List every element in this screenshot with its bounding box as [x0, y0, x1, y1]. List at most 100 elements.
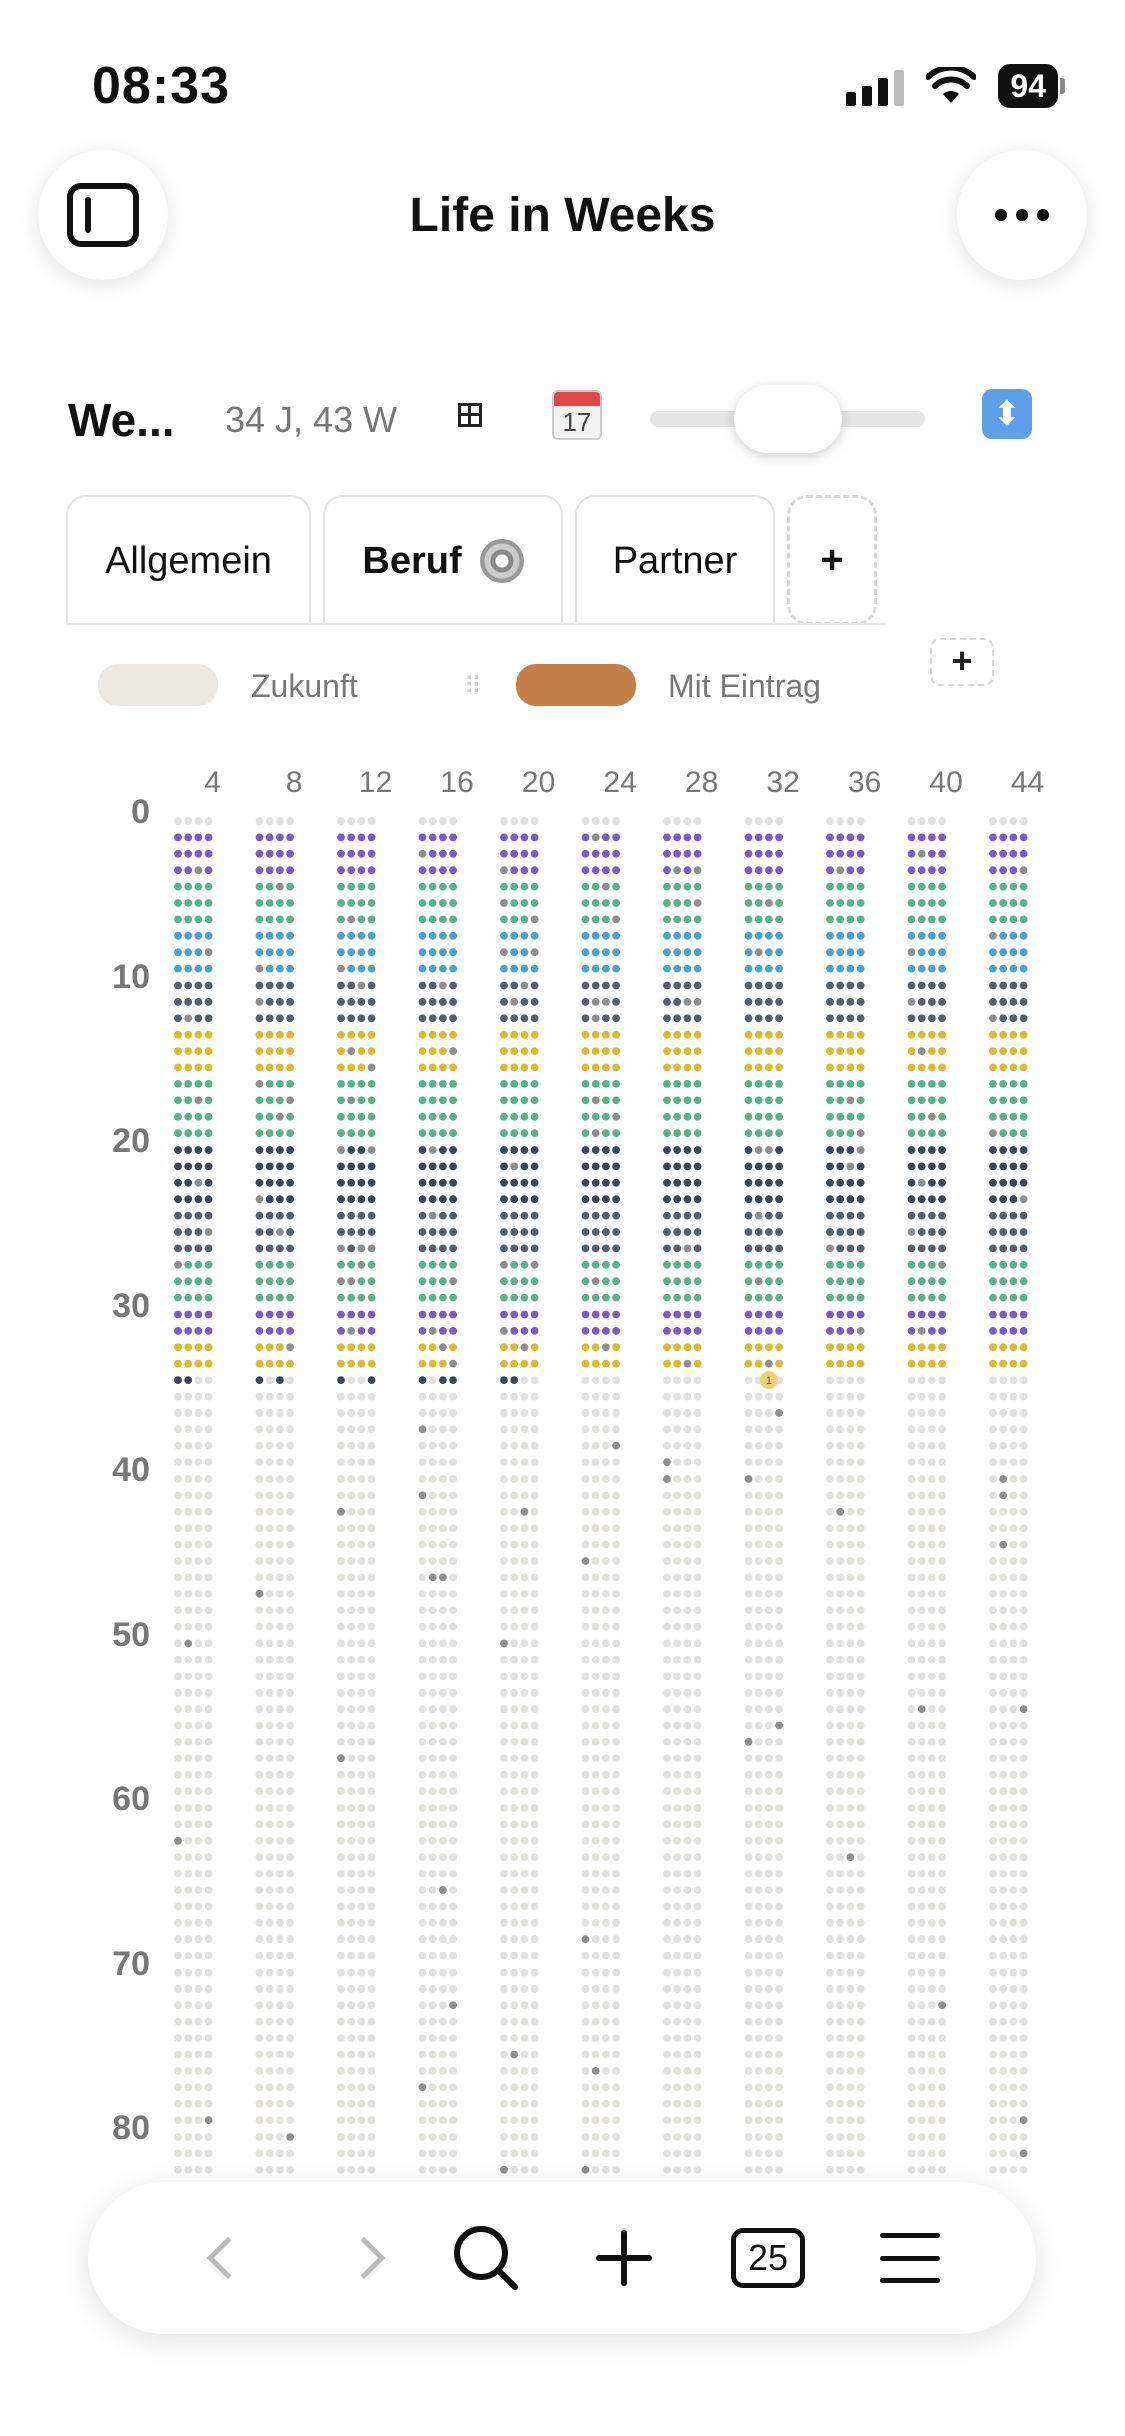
week-dot[interactable] [439, 948, 447, 957]
week-dot[interactable] [276, 1968, 284, 1977]
week-dot[interactable] [754, 1146, 763, 1154]
week-dot[interactable] [999, 1524, 1008, 1533]
week-dot[interactable] [500, 1425, 508, 1434]
week-dot[interactable] [938, 1244, 946, 1253]
week-dot[interactable] [510, 1293, 519, 1302]
week-dot[interactable] [602, 964, 610, 973]
week-dot[interactable] [989, 1409, 997, 1417]
week-dot[interactable] [337, 2099, 345, 2108]
week-dot[interactable] [744, 1639, 753, 1648]
week-dot[interactable] [775, 1112, 783, 1121]
week-dot[interactable] [856, 1935, 865, 1944]
week-dot[interactable] [347, 1327, 356, 1335]
week-dot[interactable] [500, 1327, 508, 1335]
week-dot[interactable] [174, 1178, 182, 1187]
week-dot[interactable] [591, 1853, 600, 1862]
week-dot[interactable] [184, 1606, 193, 1615]
gear-icon[interactable] [479, 539, 524, 583]
week-dot[interactable] [683, 1014, 692, 1023]
week-dot[interactable] [999, 1030, 1008, 1039]
week-dot[interactable] [347, 1804, 356, 1812]
week-dot[interactable] [265, 882, 274, 891]
week-dot[interactable] [989, 1787, 997, 1795]
week-dot[interactable] [928, 2149, 936, 2158]
week-dot[interactable] [938, 899, 946, 907]
week-dot[interactable] [194, 2149, 203, 2158]
week-dot[interactable] [500, 1688, 508, 1697]
week-dot[interactable] [184, 2116, 193, 2125]
week-dot[interactable] [520, 1639, 529, 1648]
week-dot[interactable] [917, 2116, 926, 2125]
week-dot[interactable] [418, 1787, 427, 1795]
week-dot[interactable] [439, 866, 447, 875]
week-dot[interactable] [826, 1211, 834, 1220]
calendar-icon[interactable]: 17 [552, 390, 602, 440]
week-dot[interactable] [367, 1146, 376, 1154]
week-dot[interactable] [357, 899, 366, 907]
week-dot[interactable] [500, 1573, 508, 1582]
week-dot[interactable] [999, 1656, 1008, 1664]
week-dot[interactable] [500, 1770, 508, 1779]
week-dot[interactable] [428, 981, 437, 990]
week-dot[interactable] [663, 2017, 671, 2026]
week-dot[interactable] [754, 1096, 763, 1105]
week-dot[interactable] [1009, 2149, 1018, 2158]
week-dot[interactable] [683, 1211, 692, 1220]
week-dot[interactable] [510, 2116, 519, 2125]
week-dot[interactable] [530, 1080, 539, 1088]
week-dot[interactable] [184, 1951, 193, 1960]
week-dot[interactable] [1009, 1820, 1018, 1829]
week-dot[interactable] [174, 1787, 182, 1795]
week-dot[interactable] [693, 1458, 702, 1466]
week-dot[interactable] [174, 1589, 182, 1598]
week-dot[interactable] [591, 1409, 600, 1417]
week-dot[interactable] [439, 1836, 447, 1845]
week-dot[interactable] [500, 817, 508, 825]
week-dot[interactable] [683, 981, 692, 990]
week-dot[interactable] [683, 2149, 692, 2158]
week-dot[interactable] [1009, 1491, 1018, 1500]
week-dot[interactable] [999, 1557, 1008, 1565]
week-dot[interactable] [673, 1985, 682, 1993]
week-dot[interactable] [204, 1688, 213, 1697]
week-dot[interactable] [1009, 1656, 1018, 1664]
week-dot[interactable] [826, 1770, 834, 1779]
week-dot[interactable] [428, 1639, 437, 1648]
week-dot[interactable] [938, 866, 946, 875]
week-dot[interactable] [754, 1754, 763, 1763]
week-dot[interactable] [337, 1343, 345, 1352]
week-dot[interactable] [775, 1902, 783, 1911]
week-dot[interactable] [174, 1738, 182, 1746]
week-dot[interactable] [204, 981, 213, 990]
week-dot[interactable] [204, 1589, 213, 1598]
week-dot[interactable] [510, 948, 519, 957]
week-dot[interactable] [255, 1540, 264, 1549]
week-dot[interactable] [255, 1886, 264, 1894]
week-dot[interactable] [530, 964, 539, 973]
week-dot[interactable] [765, 1656, 773, 1664]
week-dot[interactable] [500, 1622, 508, 1631]
week-dot[interactable] [347, 931, 356, 940]
week-dot[interactable] [204, 1606, 213, 1615]
profile-name[interactable]: We... [68, 394, 175, 446]
week-dot[interactable] [826, 2034, 834, 2042]
week-dot[interactable] [337, 1573, 345, 1582]
week-dot[interactable] [265, 998, 274, 1006]
week-dot[interactable] [602, 1507, 610, 1516]
week-dot[interactable] [917, 1721, 926, 1730]
week-dot[interactable] [194, 1310, 203, 1319]
week-dot[interactable] [439, 1606, 447, 1615]
week-dot[interactable] [928, 1014, 936, 1023]
week-dot[interactable] [856, 899, 865, 907]
week-dot[interactable] [591, 1244, 600, 1253]
week-dot[interactable] [510, 1853, 519, 1862]
week-dot[interactable] [581, 981, 590, 990]
week-dot[interactable] [449, 1557, 457, 1565]
week-dot[interactable] [826, 1441, 834, 1450]
week-dot[interactable] [418, 1968, 427, 1977]
week-dot[interactable] [602, 1787, 610, 1795]
week-dot[interactable] [836, 981, 845, 990]
week-dot[interactable] [520, 1705, 529, 1713]
week-dot[interactable] [673, 1869, 682, 1878]
week-dot[interactable] [286, 1458, 294, 1466]
